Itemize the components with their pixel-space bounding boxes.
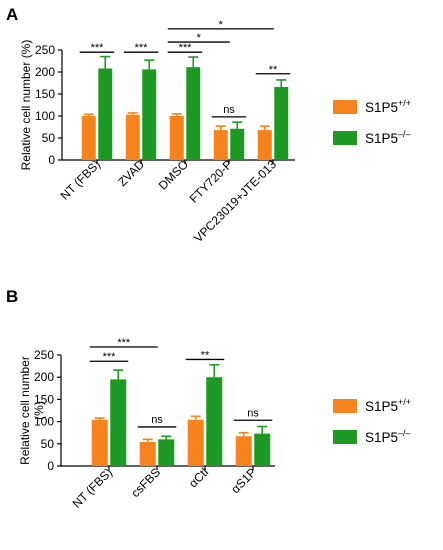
significance-label: *** bbox=[91, 42, 105, 54]
legend-label-superscript: +/+ bbox=[398, 397, 411, 407]
significance-label: * bbox=[197, 32, 202, 44]
category-label: αCtl bbox=[186, 465, 211, 490]
y-tick-label: 100 bbox=[35, 109, 55, 123]
bar bbox=[110, 379, 127, 466]
bar bbox=[274, 86, 289, 160]
legend-label-base: S1P5 bbox=[365, 430, 398, 445]
significance-label: ns bbox=[151, 414, 163, 426]
y-tick-label: 50 bbox=[42, 131, 56, 145]
y-tick-label: 150 bbox=[34, 392, 54, 406]
bar bbox=[254, 433, 271, 466]
bar bbox=[257, 130, 272, 160]
legend-label-superscript: –/– bbox=[398, 428, 411, 438]
bar bbox=[206, 377, 223, 466]
significance-label: *** bbox=[117, 337, 131, 349]
category-label: NT (FBS) bbox=[70, 465, 116, 511]
significance-label: ns bbox=[223, 104, 235, 116]
y-tick-label: 200 bbox=[34, 370, 54, 384]
significance-label: *** bbox=[179, 42, 193, 54]
legend-label: S1P5–/– bbox=[365, 428, 411, 445]
bar bbox=[142, 69, 157, 160]
bar bbox=[91, 419, 108, 466]
legend-swatch bbox=[333, 399, 357, 413]
y-axis-label: Relative cell number(%) bbox=[18, 356, 46, 465]
y-tick-label: 150 bbox=[35, 87, 55, 101]
legend-swatch bbox=[333, 100, 357, 114]
category-label: αS1P bbox=[228, 465, 259, 496]
bar bbox=[235, 436, 252, 466]
significance-label: *** bbox=[135, 42, 149, 54]
legend: S1P5+/+S1P5–/– bbox=[333, 98, 411, 146]
legend-label-base: S1P5 bbox=[365, 399, 398, 414]
significance-label: * bbox=[219, 19, 224, 31]
y-axis-label-line: Relative cell number bbox=[18, 356, 32, 465]
bar bbox=[169, 116, 184, 160]
y-tick-label: 0 bbox=[48, 153, 55, 167]
legend: S1P5+/+S1P5–/– bbox=[333, 397, 411, 445]
bar bbox=[213, 130, 228, 160]
legend-swatch bbox=[333, 131, 357, 145]
bar bbox=[186, 67, 201, 160]
significance-label: *** bbox=[103, 351, 117, 363]
y-tick-label: 250 bbox=[34, 348, 54, 362]
y-tick-label: 100 bbox=[34, 415, 54, 429]
panel-label: B bbox=[6, 287, 18, 306]
panel-label: A bbox=[6, 5, 18, 24]
legend-label-superscript: –/– bbox=[398, 129, 411, 139]
category-label: VPC23019+JTE-013 bbox=[191, 157, 279, 245]
bar bbox=[230, 128, 245, 160]
category-label: csFBS bbox=[128, 465, 163, 500]
y-axis-label-line: (%) bbox=[32, 401, 46, 420]
bar bbox=[81, 116, 96, 160]
legend-swatch bbox=[333, 430, 357, 444]
category-label: NT (FBS) bbox=[58, 157, 104, 203]
significance-label: ** bbox=[269, 64, 278, 76]
chart-panel-a: A Relative cell number (%) 0 50 100 150 200 250… bbox=[6, 5, 411, 245]
y-tick-label: 250 bbox=[35, 43, 55, 57]
legend-label: S1P5+/+ bbox=[365, 98, 411, 115]
significance-label: ** bbox=[201, 349, 210, 361]
significance-label: ns bbox=[247, 407, 259, 419]
legend-label: S1P5+/+ bbox=[365, 397, 411, 414]
y-tick-label: 200 bbox=[35, 65, 55, 79]
bar bbox=[187, 419, 204, 466]
legend-label-superscript: +/+ bbox=[398, 98, 411, 108]
y-axis-label: Relative cell number (%) bbox=[19, 40, 33, 171]
bar bbox=[125, 114, 140, 160]
bar bbox=[158, 439, 175, 466]
legend-label: S1P5–/– bbox=[365, 129, 411, 146]
bar bbox=[139, 442, 156, 466]
y-tick-label: 0 bbox=[47, 459, 54, 473]
y-tick-label: 50 bbox=[41, 437, 55, 451]
category-label: DMSO bbox=[156, 157, 191, 192]
legend-label-base: S1P5 bbox=[365, 100, 398, 115]
legend-label-base: S1P5 bbox=[365, 131, 398, 146]
bar bbox=[98, 68, 113, 160]
category-label: ZVAD bbox=[115, 157, 147, 189]
